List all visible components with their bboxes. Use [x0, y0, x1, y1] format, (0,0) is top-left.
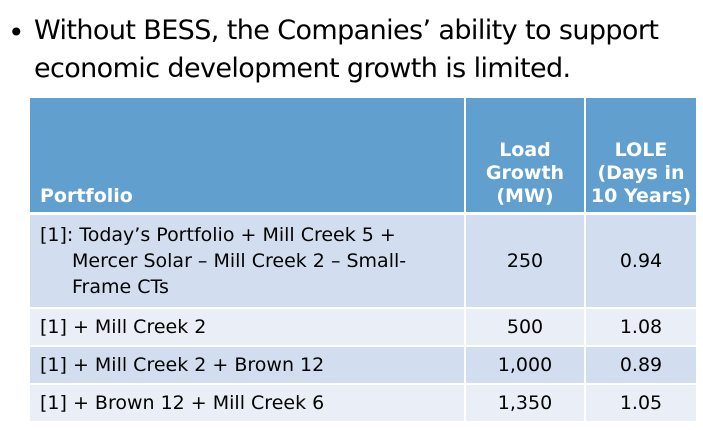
bullet-text: Without BESS, the Companies’ ability to … [34, 15, 659, 84]
table-row: [1] + Brown 12 + Mill Creek 6 1,350 1.05 [30, 384, 696, 423]
header-load-growth: Load Growth (MW) [465, 98, 586, 215]
load-growth-cell: 1,350 [465, 384, 586, 423]
portfolio-cell: [1] + Mill Creek 2 + Brown 12 [30, 346, 466, 385]
portfolio-cell: [1]: Today’s Portfolio + Mill Creek 5 + … [30, 213, 466, 309]
load-growth-cell: 250 [465, 213, 586, 309]
bullet-dot: • [8, 16, 25, 49]
header-lole: LOLE (Days in 10 Years) [585, 98, 696, 215]
lole-cell: 1.08 [585, 308, 696, 347]
load-growth-cell: 1,000 [465, 346, 586, 385]
table-row: [1] + Mill Creek 2 + Brown 12 1,000 0.89 [30, 346, 696, 385]
portfolio-table: Portfolio Load Growth (MW) LOLE (Days in… [30, 98, 696, 423]
lole-cell: 0.89 [585, 346, 696, 385]
lole-cell: 1.05 [585, 384, 696, 423]
table-header-row: Portfolio Load Growth (MW) LOLE (Days in… [30, 98, 696, 215]
lole-cell: 0.94 [585, 213, 696, 309]
table-row: [1]: Today’s Portfolio + Mill Creek 5 + … [30, 213, 696, 309]
header-portfolio: Portfolio [30, 98, 466, 215]
table-row: [1] + Mill Creek 2 500 1.08 [30, 308, 696, 347]
portfolio-text: [1]: Today’s Portfolio + Mill Creek 5 + … [40, 224, 407, 298]
portfolio-cell: [1] + Mill Creek 2 [30, 308, 466, 347]
portfolio-cell: [1] + Brown 12 + Mill Creek 6 [30, 384, 466, 423]
bullet-point: • Without BESS, the Companies’ ability t… [8, 6, 698, 92]
load-growth-cell: 500 [465, 308, 586, 347]
